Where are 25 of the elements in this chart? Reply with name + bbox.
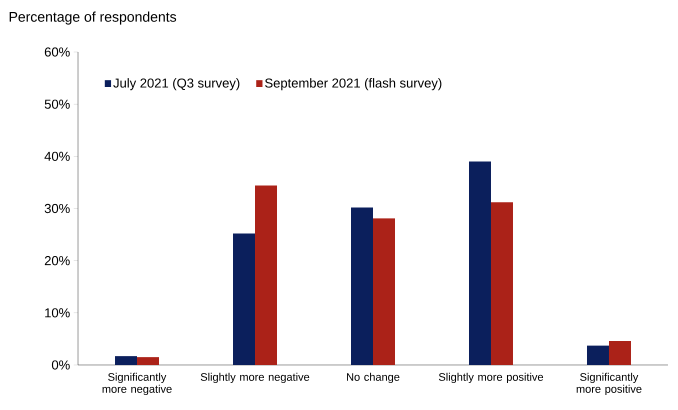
bar (255, 186, 278, 365)
bar (490, 202, 513, 365)
bar (608, 340, 631, 365)
bar (137, 357, 160, 365)
legend-label: July 2021 (Q3 survey) (113, 78, 240, 90)
y-tick-label: 0% (52, 360, 70, 370)
bar (586, 346, 609, 365)
legend-label: September 2021 (flash survey) (265, 78, 442, 90)
bar (351, 207, 373, 365)
bar (468, 162, 491, 365)
y-tick-label: 40% (44, 152, 70, 161)
bar (115, 356, 138, 365)
y-axis-title: Percentage of respondents (10, 12, 176, 25)
y-tick-label: 50% (44, 100, 70, 109)
x-tick-label: Significantly more negative (102, 372, 172, 396)
x-tick-label: Slightly more positive (438, 372, 544, 384)
y-tick-label: 30% (44, 204, 70, 214)
bar (373, 218, 395, 365)
x-tick-label: No change (347, 372, 400, 384)
y-tick-label: 10% (45, 308, 70, 318)
y-tick-label: 20% (44, 256, 70, 266)
x-tick-label: Significantly more positive (576, 372, 642, 396)
bar (233, 234, 256, 365)
x-tick-label: Slightly more negative (200, 372, 310, 384)
y-tick-label: 60% (44, 47, 70, 57)
